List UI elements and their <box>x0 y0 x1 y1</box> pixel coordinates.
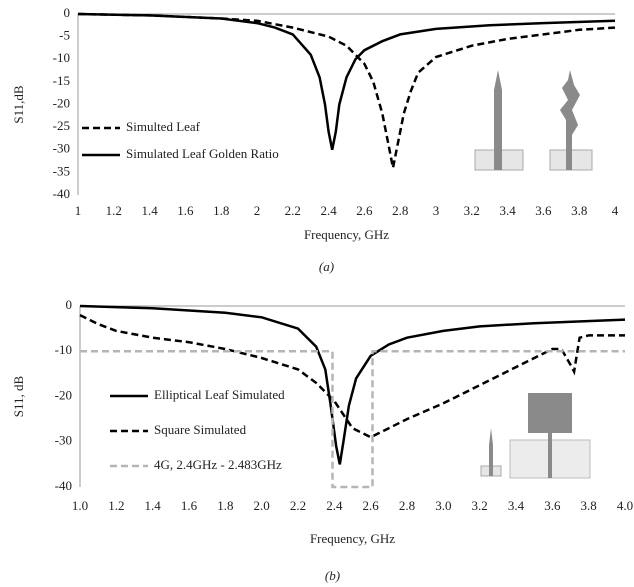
legend-label: Simulated Leaf Golden Ratio <box>126 146 279 161</box>
caption: (a) <box>319 259 334 274</box>
y-tick-label: 0 <box>64 5 71 20</box>
series-line <box>77 12 616 169</box>
x-tick-label: 2 <box>254 203 261 218</box>
x-tick-label: 1.6 <box>181 498 198 513</box>
x-tick-label: 4 <box>612 203 619 218</box>
inset-leaf <box>560 70 580 170</box>
x-tick-label: 2.4 <box>326 498 343 513</box>
x-tick-label: 3.6 <box>544 498 561 513</box>
y-tick-label: -30 <box>53 141 70 156</box>
x-tick-label: 3 <box>433 203 440 218</box>
x-tick-label: 1.8 <box>213 203 229 218</box>
x-tick-label: 2.0 <box>254 498 270 513</box>
x-tick-label: 2.2 <box>290 498 306 513</box>
caption: (b) <box>325 568 340 583</box>
x-tick-label: 3.0 <box>435 498 451 513</box>
x-tick-label: 1.2 <box>106 203 122 218</box>
x-axis-label: Frequency, GHz <box>304 227 389 242</box>
x-tick-label: 1.0 <box>72 498 88 513</box>
y-tick-label: -20 <box>53 95 70 110</box>
legend-label: Elliptical Leaf Simulated <box>154 387 285 402</box>
x-tick-label: 3.6 <box>535 203 552 218</box>
legend-label: Square Simulated <box>154 422 247 437</box>
x-tick-label: 1.6 <box>177 203 194 218</box>
y-tick-label: 0 <box>66 297 73 312</box>
inset-patch <box>528 393 572 433</box>
y-tick-label: -10 <box>55 342 72 357</box>
x-tick-label: 3.2 <box>464 203 480 218</box>
y-tick-label: -25 <box>53 118 70 133</box>
y-axis-label: S11, dB <box>11 375 26 417</box>
antenna-insets <box>474 70 593 479</box>
x-tick-label: 2.2 <box>285 203 301 218</box>
x-tick-label: 2.8 <box>399 498 415 513</box>
legend-label: Simulted Leaf <box>126 119 201 134</box>
inset-feed <box>548 433 552 478</box>
y-tick-label: -10 <box>53 50 70 65</box>
y-tick-label: -15 <box>53 73 70 88</box>
series-line <box>80 350 625 489</box>
x-tick-label: 3.8 <box>571 203 587 218</box>
x-tick-label: 2.6 <box>356 203 373 218</box>
x-tick-label: 2.4 <box>320 203 337 218</box>
x-tick-label: 3.8 <box>581 498 597 513</box>
y-tick-label: -40 <box>55 478 72 493</box>
x-tick-label: 1.4 <box>145 498 162 513</box>
inset-leaf <box>494 70 502 170</box>
y-tick-label: -35 <box>53 163 70 178</box>
y-axis-label: S11,dB <box>11 85 26 123</box>
series-line <box>79 304 626 465</box>
x-tick-label: 3.2 <box>472 498 488 513</box>
x-tick-label: 2.8 <box>392 203 408 218</box>
x-tick-label: 3.4 <box>508 498 525 513</box>
x-tick-label: 1.4 <box>141 203 158 218</box>
legend-label: 4G, 2.4GHz - 2.483GHz <box>154 457 282 472</box>
y-tick-label: -40 <box>53 186 70 201</box>
inset-leaf <box>489 428 493 476</box>
x-tick-label: 1 <box>75 203 82 218</box>
y-tick-label: -30 <box>55 433 72 448</box>
x-tick-label: 2.6 <box>363 498 380 513</box>
x-tick-label: 1.2 <box>108 498 124 513</box>
series-line <box>77 12 616 151</box>
y-tick-label: -20 <box>55 387 72 402</box>
y-tick-label: -5 <box>59 28 70 43</box>
x-tick-label: 4.0 <box>617 498 633 513</box>
x-axis-label: Frequency, GHz <box>310 531 395 546</box>
x-tick-label: 1.8 <box>217 498 233 513</box>
x-tick-label: 3.4 <box>499 203 516 218</box>
